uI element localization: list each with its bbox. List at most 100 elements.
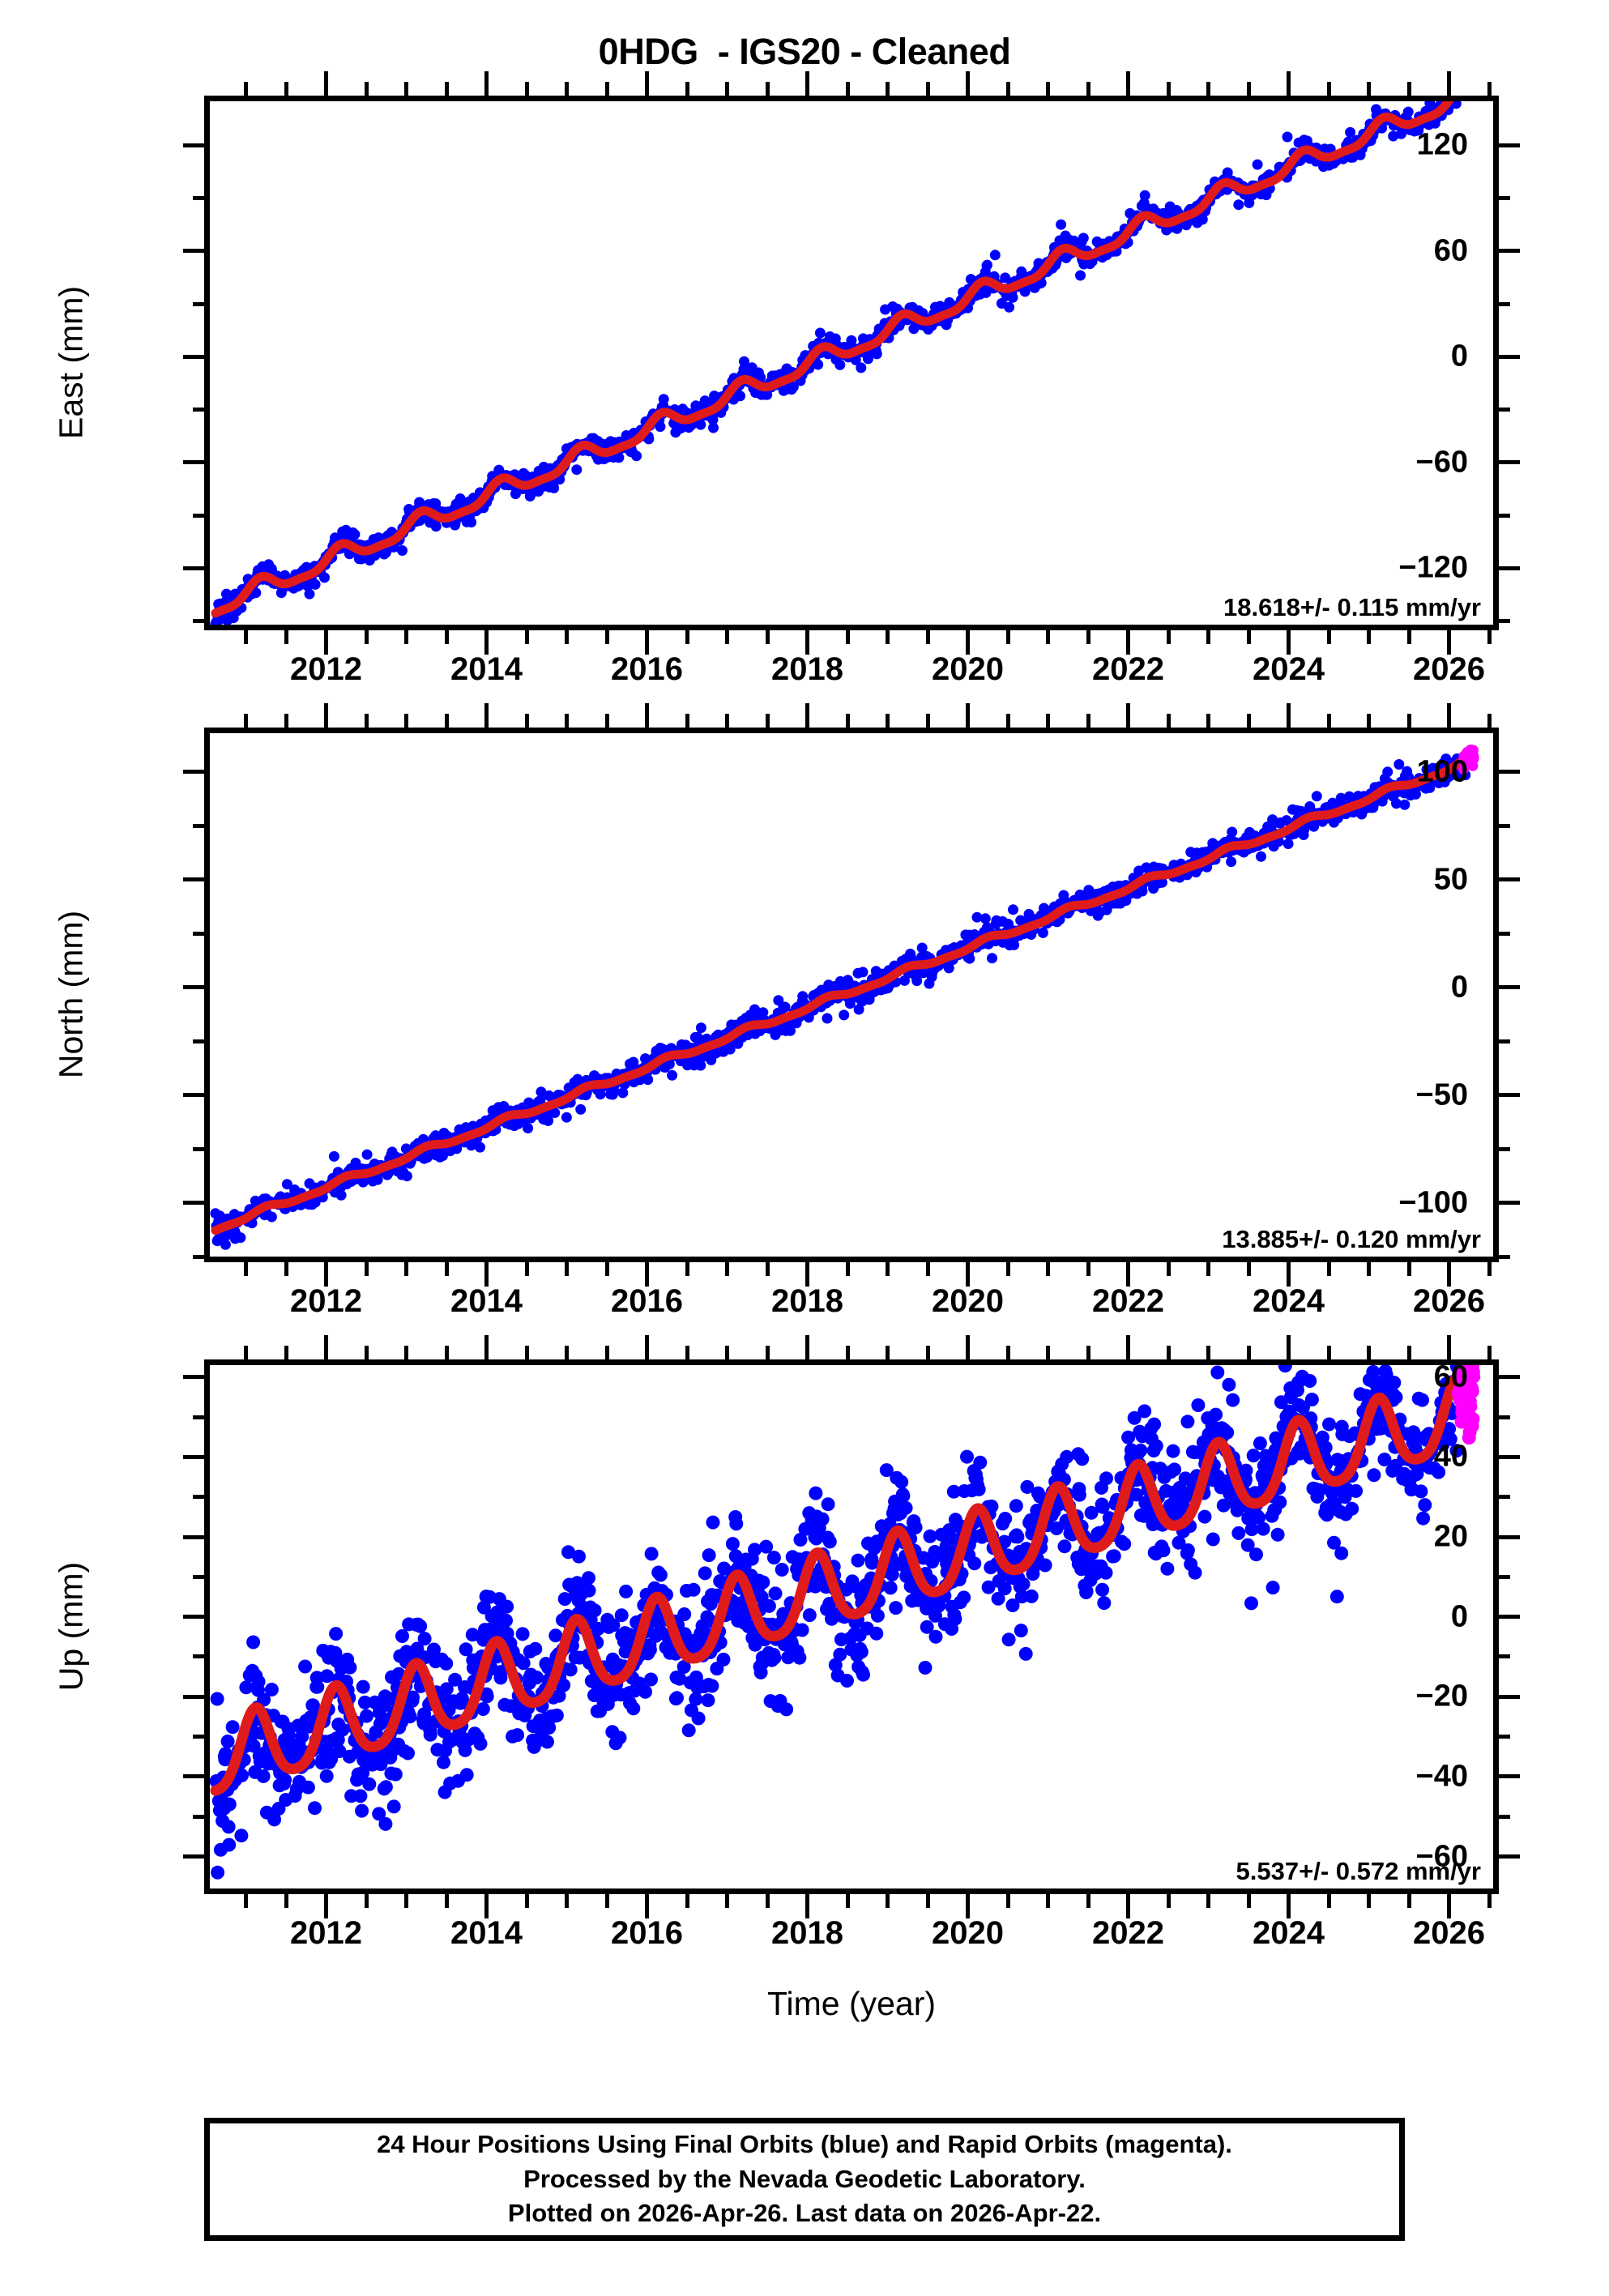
x-axis-minor-tick: [524, 1262, 529, 1276]
rapid-orbit-points: [1457, 745, 1479, 775]
x-axis-minor-tick: [925, 1346, 930, 1359]
x-axis-minor-tick: [1246, 1262, 1251, 1276]
y-axis-tick: [183, 565, 204, 570]
y-axis-minor-tick: [1499, 1735, 1510, 1739]
x-axis-minor-tick: [404, 1262, 409, 1276]
y-axis-tick: [1499, 1093, 1520, 1098]
x-axis-tick-label: 2022: [1092, 1283, 1165, 1319]
x-axis-tick: [805, 630, 810, 655]
y-axis-tick: [1499, 1534, 1520, 1539]
y-axis-minor-tick: [1499, 823, 1510, 828]
x-axis-minor-tick: [685, 1894, 689, 1908]
x-axis-minor-tick: [845, 714, 850, 728]
x-axis-minor-tick: [444, 714, 449, 728]
x-axis-minor-tick: [364, 630, 369, 644]
x-axis-minor-tick: [565, 1262, 570, 1276]
x-axis-minor-tick: [725, 1262, 730, 1276]
x-axis-tick: [324, 703, 329, 728]
y-axis-minor-tick: [1499, 931, 1510, 936]
x-axis-tick: [645, 1335, 650, 1359]
y-axis-tick: [1499, 565, 1520, 570]
y-axis-tick: [1499, 1615, 1520, 1620]
x-axis-minor-tick: [244, 714, 249, 728]
y-axis-tick: [183, 143, 204, 147]
x-axis-tick: [966, 703, 971, 728]
x-axis-minor-tick: [845, 630, 850, 644]
x-axis-tick: [645, 1262, 650, 1287]
x-axis-minor-tick: [1046, 630, 1051, 644]
y-axis-tick: [1499, 143, 1520, 147]
y-axis-minor-tick: [1499, 1146, 1510, 1151]
model-fit-curve: [211, 101, 1454, 618]
y-axis-minor-tick: [1499, 1654, 1510, 1659]
final-orbit-points: [210, 101, 1462, 625]
x-axis-minor-tick: [765, 1262, 770, 1276]
x-axis-minor-tick: [765, 82, 770, 96]
panel-east-y-axis-label: East (mm): [52, 285, 90, 440]
y-axis-minor-tick: [193, 1415, 204, 1419]
x-axis-minor-tick: [364, 1346, 369, 1359]
x-axis-tick: [324, 71, 329, 96]
x-axis-tick-label: 2014: [450, 1915, 523, 1951]
x-axis-tick: [1447, 1894, 1452, 1918]
x-axis-minor-tick: [444, 1346, 449, 1359]
x-axis-minor-tick: [1246, 630, 1251, 644]
x-axis-tick-label: 2014: [450, 651, 523, 687]
y-axis-tick: [183, 1694, 204, 1699]
y-axis-tick-label: 0: [1450, 1599, 1468, 1634]
x-axis-minor-tick: [1206, 714, 1211, 728]
y-axis-tick: [1499, 1854, 1520, 1859]
x-axis-tick: [484, 703, 489, 728]
x-axis-minor-tick: [1487, 1346, 1492, 1359]
x-axis-minor-tick: [1326, 1346, 1331, 1359]
x-axis-minor-tick: [886, 714, 890, 728]
x-axis-tick-label: 2012: [290, 651, 363, 687]
panel-north-y-axis-label: North (mm): [52, 910, 90, 1079]
x-axis-minor-tick: [1166, 82, 1171, 96]
panel-east: 18.618+/- 0.115 mm/yr 120 60 0 −60 −120 2012 2…: [183, 71, 1520, 687]
y-axis-tick-label: 0: [1450, 970, 1468, 1005]
x-axis-tick: [1126, 1335, 1131, 1359]
y-axis-minor-tick: [193, 1039, 204, 1043]
x-axis-minor-tick: [1246, 1894, 1251, 1908]
x-axis-tick-label: 2026: [1413, 1915, 1486, 1951]
x-axis-minor-tick: [1326, 82, 1331, 96]
y-axis-minor-tick: [1499, 408, 1510, 412]
x-axis-minor-tick: [685, 82, 689, 96]
x-axis-minor-tick: [925, 630, 930, 644]
y-axis-tick: [183, 354, 204, 359]
y-axis-minor-tick: [193, 1495, 204, 1500]
x-axis-tick-label: 2016: [611, 1915, 684, 1951]
x-axis-minor-tick: [685, 1262, 689, 1276]
y-axis-tick: [183, 1854, 204, 1859]
x-axis-minor-tick: [1367, 1262, 1372, 1276]
x-axis-minor-tick: [1487, 1262, 1492, 1276]
x-axis-tick: [1287, 1894, 1291, 1918]
panel-north-data-canvas: [210, 745, 1479, 1250]
y-axis-minor-tick: [193, 619, 204, 624]
x-axis-tick: [1126, 703, 1131, 728]
y-axis-tick-label: 60: [1433, 1359, 1468, 1394]
y-axis-tick-label: 60: [1433, 233, 1468, 268]
x-axis-tick-label: 2018: [771, 1283, 844, 1319]
y-axis-minor-tick: [1499, 1574, 1510, 1579]
x-axis-minor-tick: [1326, 1894, 1331, 1908]
x-axis-label: Time (year): [766, 1985, 937, 2022]
x-axis-minor-tick: [244, 1346, 249, 1359]
x-axis-minor-tick: [725, 1346, 730, 1359]
x-axis-tick: [1126, 630, 1131, 655]
y-axis-tick-label: 0: [1450, 339, 1468, 373]
x-axis-minor-tick: [604, 82, 609, 96]
x-axis-tick: [484, 630, 489, 655]
x-axis-tick: [645, 71, 650, 96]
y-axis-minor-tick: [193, 1574, 204, 1579]
x-axis-minor-tick: [604, 630, 609, 644]
y-axis-tick-label: −100: [1398, 1185, 1468, 1220]
x-axis-minor-tick: [1406, 630, 1411, 644]
x-axis-tick-label: 2020: [932, 1283, 1005, 1319]
x-axis-tick: [324, 1262, 329, 1287]
x-axis-minor-tick: [886, 82, 890, 96]
x-axis-minor-tick: [604, 1894, 609, 1908]
x-axis-minor-tick: [1367, 1346, 1372, 1359]
x-axis-tick-label: 2018: [771, 1915, 844, 1951]
